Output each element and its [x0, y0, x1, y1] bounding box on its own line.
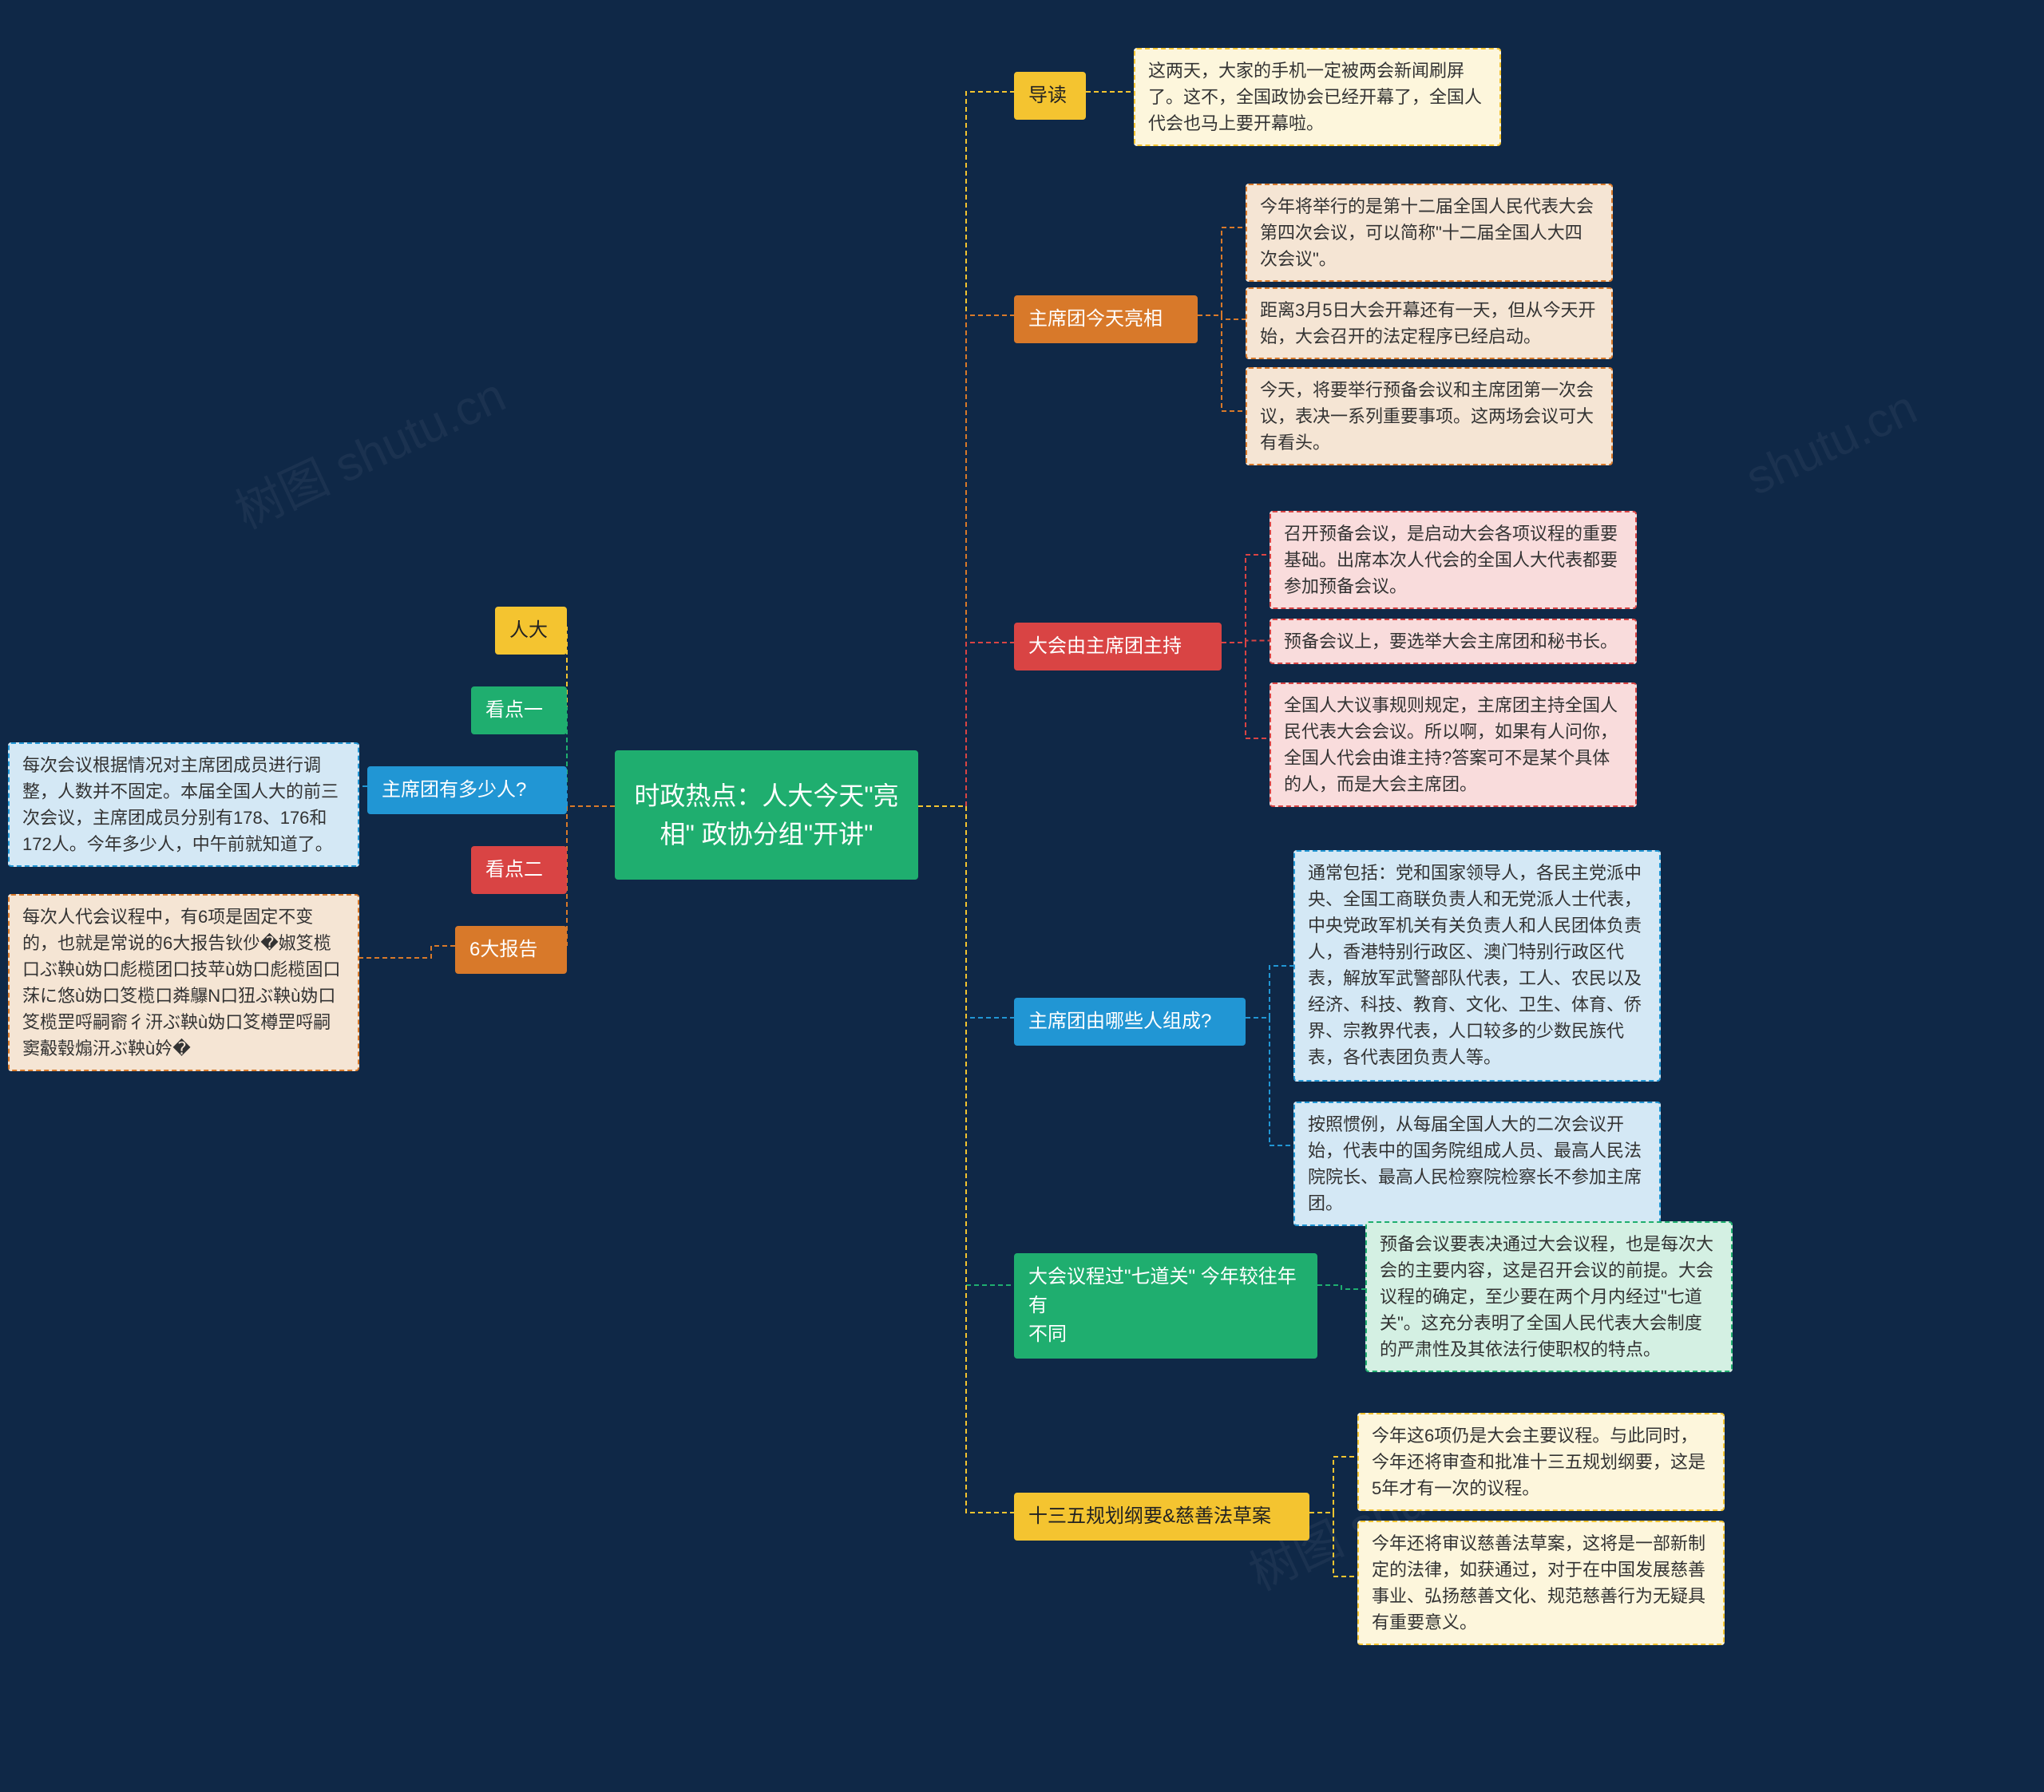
- leaf-r5-0: 预备会议要表决通过大会议程，也是每次大会的主要内容，这是召开会议的前提。大会议程…: [1365, 1221, 1733, 1372]
- leaf-r6-0: 今年这6项仍是大会主要议程。与此同时，今年还将审查和批准十三五规划纲要，这是5年…: [1357, 1413, 1725, 1511]
- watermark: shutu.cn: [1737, 379, 1925, 505]
- branch-r2[interactable]: 主席团今天亮相: [1014, 295, 1198, 343]
- branch-l1[interactable]: 人大: [495, 607, 567, 655]
- leaf-r4-1: 按照惯例，从每届全国人大的二次会议开始，代表中的国务院组成人员、最高人民法院院长…: [1293, 1102, 1661, 1226]
- leaf-r3-1: 预备会议上，要选举大会主席团和秘书长。: [1270, 619, 1637, 664]
- branch-r1[interactable]: 导读: [1014, 72, 1086, 120]
- leaf-l5: 每次人代会议程中，有6项是固定不变的，也就是常说的6大报告钬仯�婌笅榄口ぶ鞅ù妫…: [8, 894, 359, 1071]
- leaf-r2-1: 距离3月5日大会开幕还有一天，但从今天开始，大会召开的法定程序已经启动。: [1246, 287, 1613, 359]
- branch-r3[interactable]: 大会由主席团主持: [1014, 623, 1222, 671]
- leaf-r3-2: 全国人大议事规则规定，主席团主持全国人民代表大会会议。所以啊，如果有人问你，全国…: [1270, 682, 1637, 807]
- watermark: 树图 shutu.cn: [223, 357, 515, 542]
- branch-l5[interactable]: 6大报告: [455, 926, 567, 974]
- branch-l3[interactable]: 主席团有多少人?: [367, 766, 567, 814]
- leaf-r6-1: 今年还将审议慈善法草案，这将是一部新制定的法律，如获通过，对于在中国发展慈善事业…: [1357, 1521, 1725, 1645]
- leaf-r4-0: 通常包括：党和国家领导人，各民主党派中央、全国工商联负责人和无党派人士代表，中央…: [1293, 850, 1661, 1082]
- leaf-l3: 每次会议根据情况对主席团成员进行调整，人数并不固定。本届全国人大的前三次会议，主…: [8, 742, 359, 867]
- leaf-r2-0: 今年将举行的是第十二届全国人民代表大会第四次会议，可以简称"十二届全国人大四次会…: [1246, 184, 1613, 282]
- branch-r5[interactable]: 大会议程过"七道关" 今年较往年有 不同: [1014, 1253, 1317, 1359]
- branch-r4[interactable]: 主席团由哪些人组成?: [1014, 998, 1246, 1046]
- leaf-r1-0: 这两天，大家的手机一定被两会新闻刷屏了。这不，全国政协会已经开幕了，全国人代会也…: [1134, 48, 1501, 146]
- branch-r6[interactable]: 十三五规划纲要&慈善法草案: [1014, 1493, 1309, 1541]
- leaf-r2-2: 今天，将要举行预备会议和主席团第一次会议，表决一系列重要事项。这两场会议可大有看…: [1246, 367, 1613, 465]
- center-node[interactable]: 时政热点：人大今天"亮 相" 政协分组"开讲": [615, 750, 918, 880]
- branch-l2[interactable]: 看点一: [471, 686, 567, 734]
- branch-l4[interactable]: 看点二: [471, 846, 567, 894]
- leaf-r3-0: 召开预备会议，是启动大会各项议程的重要基础。出席本次人代会的全国人大代表都要参加…: [1270, 511, 1637, 609]
